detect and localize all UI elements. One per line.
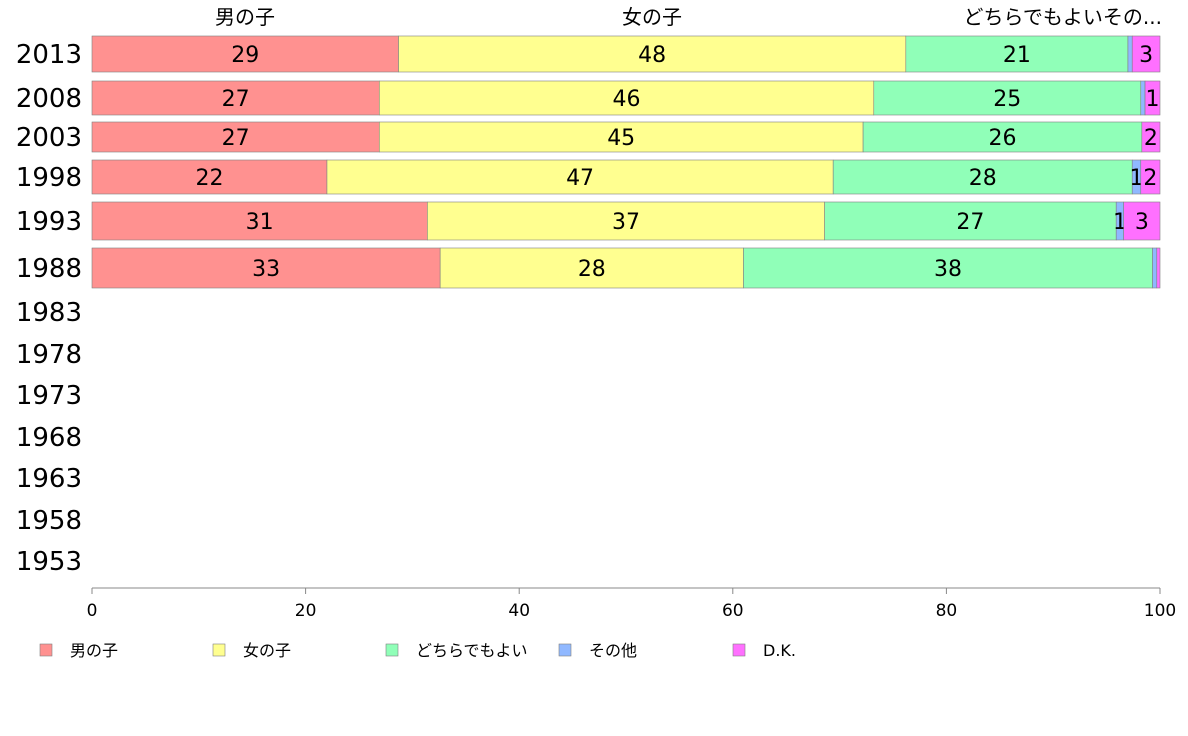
year-label: 1973 (16, 381, 82, 411)
data-label: 47 (566, 166, 594, 191)
data-label: 3 (1135, 210, 1149, 235)
bar-segment (1131, 35, 1161, 73)
data-label: 27 (956, 210, 984, 235)
column-header: 女の子 (622, 5, 682, 29)
legend-label: どちらでもよい (416, 641, 528, 660)
bar-segment (378, 121, 864, 153)
bar-segment (91, 80, 380, 116)
bar-segment (378, 80, 875, 116)
year-label: 1988 (16, 254, 82, 284)
bar-segment (824, 201, 1117, 241)
bar-segment (326, 159, 834, 195)
legend: 男の子 女の子 どちらでもよい その他 D.K. (39, 641, 796, 660)
year-label: 1978 (16, 340, 82, 370)
bar-segment (1140, 159, 1161, 195)
legend-swatch (385, 643, 399, 657)
data-label: 37 (612, 210, 640, 235)
legend-swatch (732, 643, 746, 657)
year-label: 1953 (16, 547, 82, 577)
bar-segment (1141, 121, 1161, 153)
bar-segment (398, 35, 907, 73)
bar-segment (91, 35, 399, 73)
bar-segment (1144, 80, 1161, 116)
bar-segment (91, 121, 380, 153)
data-label: 27 (222, 126, 250, 151)
x-tick-label: 100 (1144, 601, 1176, 621)
x-tick-label: 80 (936, 601, 958, 621)
year-label: 2008 (16, 84, 82, 114)
data-label: 48 (638, 43, 666, 68)
column-header: 男の子 (215, 5, 275, 29)
data-label: 33 (252, 257, 280, 282)
data-label: 1 (1130, 166, 1144, 191)
bar-segment (91, 201, 428, 241)
data-label: 26 (988, 126, 1016, 151)
legend-label: その他 (589, 641, 637, 660)
x-tick-label: 0 (87, 601, 98, 621)
year-labels: 2013 2008 2003 1998 1993 1988 1983 1978 1973 1968… (16, 40, 82, 577)
data-label: 29 (231, 43, 259, 68)
bar-segment (91, 159, 328, 195)
data-label: 45 (607, 126, 635, 151)
bar-segment (1152, 247, 1158, 289)
year-label: 2013 (16, 40, 82, 70)
data-label: 38 (934, 257, 962, 282)
bar-segment (832, 159, 1133, 195)
x-tick-label: 40 (508, 601, 530, 621)
legend-swatch (558, 643, 572, 657)
year-label: 1998 (16, 163, 82, 193)
bar-segment (905, 35, 1129, 73)
bar-segment (427, 201, 825, 241)
year-label: 1958 (16, 506, 82, 536)
data-label: 31 (246, 210, 274, 235)
bar-segment (1123, 201, 1161, 241)
data-label: 21 (1003, 43, 1031, 68)
bar-segment (1140, 80, 1146, 116)
bars: 29 48 21 327 46 25 127 45 26 222 47 28 1 231 37 27 1 333 2… (91, 35, 1161, 289)
bar-segment (1127, 35, 1133, 73)
legend-swatch (39, 643, 53, 657)
bar-segment (1156, 247, 1161, 289)
x-tick-label: 60 (722, 601, 744, 621)
year-label: 1968 (16, 423, 82, 453)
data-label: 3 (1139, 43, 1153, 68)
column-header: どちらでもよいその... (964, 5, 1162, 29)
year-label: 1963 (16, 464, 82, 494)
bar-segment (743, 247, 1153, 289)
legend-label: 女の子 (243, 641, 291, 660)
data-label: 2 (1143, 166, 1157, 191)
year-label: 2003 (16, 123, 82, 153)
bar-segment (862, 121, 1143, 153)
year-label: 1983 (16, 298, 82, 328)
data-label: 1 (1146, 87, 1160, 112)
x-tick-label: 20 (295, 601, 317, 621)
x-axis: 0 20 40 60 80 100 (87, 587, 1176, 621)
data-label: 27 (222, 87, 250, 112)
year-label: 1993 (16, 207, 82, 237)
data-label: 46 (613, 87, 641, 112)
data-label: 28 (969, 166, 997, 191)
legend-label: D.K. (763, 641, 796, 660)
data-label: 28 (578, 257, 606, 282)
data-label: 25 (993, 87, 1021, 112)
legend-label: 男の子 (70, 641, 118, 660)
bar-segment (439, 247, 744, 289)
data-label: 2 (1144, 126, 1158, 151)
bar-segment (91, 247, 441, 289)
data-label: 22 (195, 166, 223, 191)
legend-swatch (212, 643, 226, 657)
column-headers: 男の子 女の子 どちらでもよいその... (215, 5, 1162, 29)
bar-segment (873, 80, 1142, 116)
